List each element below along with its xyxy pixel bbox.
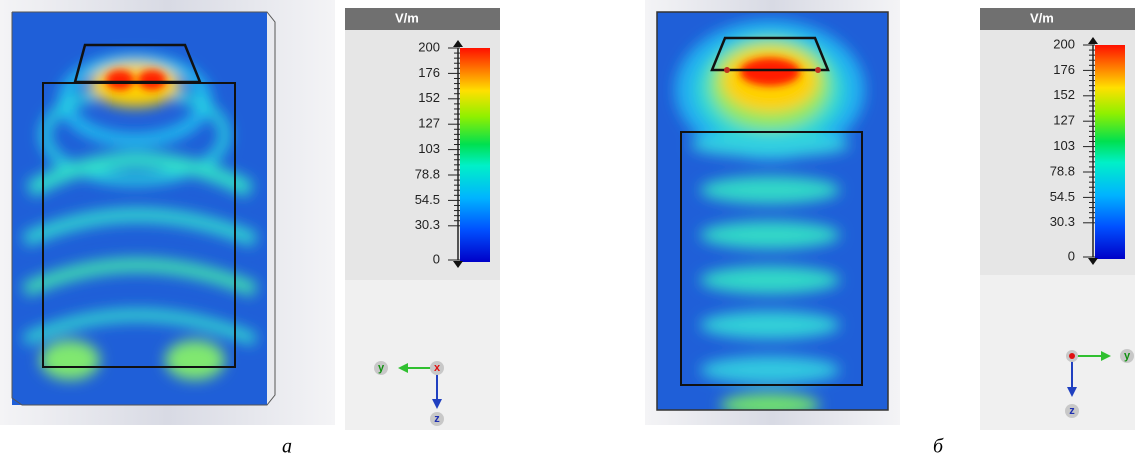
tick-label: 0 xyxy=(1068,248,1075,263)
tick-label: 152 xyxy=(1053,87,1075,102)
colorbar xyxy=(460,48,490,262)
axis-label: y xyxy=(1124,350,1131,362)
axis-label: y xyxy=(378,362,385,374)
tick-label: 200 xyxy=(1053,36,1075,51)
caption: б xyxy=(933,436,944,458)
tick-group: 200 176 152 127 103 78.8 54.5 30.3 0 xyxy=(415,39,463,268)
tick-label: 200 xyxy=(418,39,440,54)
caption: а xyxy=(282,436,292,458)
tick-label: 54.5 xyxy=(415,192,440,207)
bounding-box xyxy=(656,11,889,411)
tick-label: 127 xyxy=(418,116,440,131)
tick-label: 103 xyxy=(1053,138,1075,153)
field-plot xyxy=(12,12,267,405)
tick-group: 200 176 152 127 103 78.8 54.5 30.3 0 xyxy=(1050,36,1098,265)
tick-label: 78.8 xyxy=(415,166,440,181)
arrow xyxy=(453,261,463,268)
tick-label: 0 xyxy=(433,251,440,266)
arrow xyxy=(1088,37,1098,44)
tick-label: 176 xyxy=(418,65,440,80)
colorbar xyxy=(1095,45,1125,259)
unit-label: V/m xyxy=(1030,10,1054,25)
arrow xyxy=(1088,258,1098,265)
axis-label: z xyxy=(1069,405,1075,417)
bounding-box xyxy=(11,11,276,406)
tick-label: 30.3 xyxy=(1050,214,1075,229)
axis-triad: y z xyxy=(1065,349,1134,418)
unit-label: V/m xyxy=(395,10,419,25)
tick-label: 127 xyxy=(1053,113,1075,128)
axis-label: x xyxy=(434,362,441,374)
field-plot xyxy=(657,12,888,410)
axis-label: z xyxy=(434,413,440,425)
tick-label: 176 xyxy=(1053,62,1075,77)
legend-header xyxy=(345,8,500,30)
tick-label: 103 xyxy=(418,141,440,156)
tick-label: 30.3 xyxy=(415,217,440,232)
tick-label: 78.8 xyxy=(1050,163,1075,178)
tick-label: 152 xyxy=(418,90,440,105)
legend-header xyxy=(980,8,1135,30)
tick-label: 54.5 xyxy=(1050,189,1075,204)
axis-triad: y x z xyxy=(374,361,444,426)
arrow xyxy=(453,40,463,47)
